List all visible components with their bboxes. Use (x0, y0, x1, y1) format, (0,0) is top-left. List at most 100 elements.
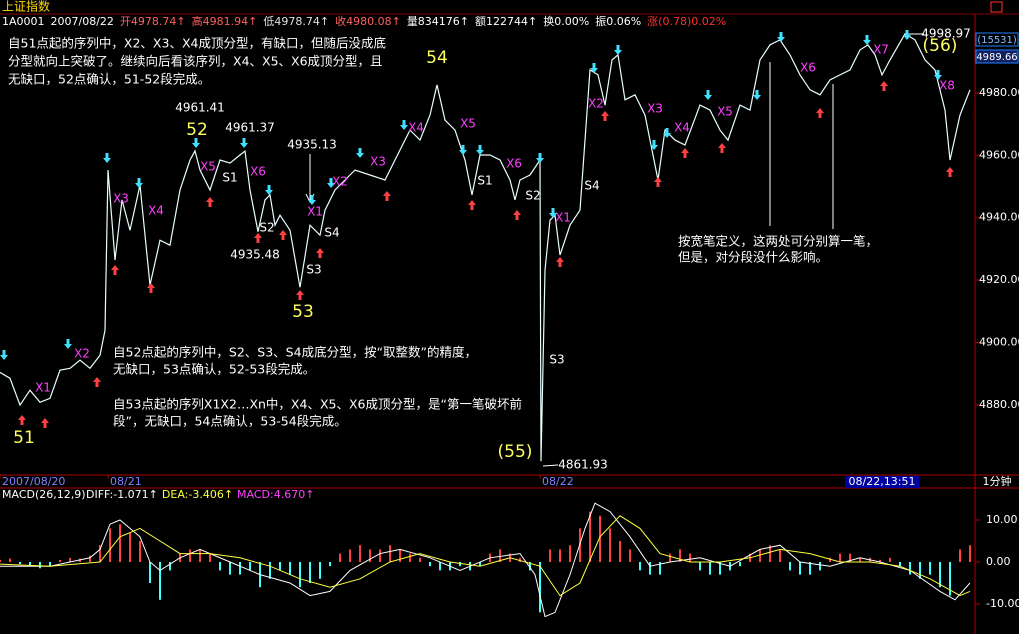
up-arrow (718, 143, 726, 153)
title: 上证指数 (2, 0, 50, 14)
up-arrow (513, 210, 521, 220)
y-tick-label: 4880.00 (979, 398, 1019, 411)
y-tick-label: 10.00 (986, 513, 1018, 526)
cursor-time: 08/22,13:51 (849, 475, 916, 488)
quote-field: 振0.06% (595, 14, 641, 28)
annotation: X4 (148, 204, 164, 218)
down-arrow (753, 90, 761, 100)
up-arrow (206, 197, 214, 207)
macd-readout: DIFF:-1.071↑ (86, 488, 158, 501)
down-arrow (777, 32, 785, 42)
macd-readout: MACD:4.670↑ (237, 488, 314, 501)
y-tick-label: 4900.00 (979, 335, 1019, 348)
annotation: 52 (186, 120, 208, 140)
y-tick-label: 4960.00 (979, 148, 1019, 161)
note-line: 但是，对分段没什么影响。 (678, 250, 828, 265)
annotation: X1 (555, 211, 571, 225)
up-arrow (93, 377, 101, 387)
up-arrow (383, 191, 391, 201)
down-arrow (863, 35, 871, 45)
macd-title: MACD(26,12,9) (2, 488, 86, 501)
down-arrow (549, 208, 557, 218)
up-arrow (880, 81, 888, 91)
down-arrow (64, 339, 72, 349)
annotation: S1 (477, 174, 492, 188)
x-tick-label: 08/22 (542, 475, 574, 488)
badge-text: (15531) (977, 35, 1017, 46)
annotation: X1 (307, 205, 323, 219)
annotation: S3 (549, 353, 564, 367)
annotation: (55) (498, 442, 533, 462)
y-tick-label: 0.00 (986, 555, 1011, 568)
down-arrow (476, 145, 484, 155)
down-arrow (400, 120, 408, 130)
macd-line (0, 502, 971, 618)
y-tick-label: 4920.00 (979, 273, 1019, 286)
annotation: X6 (800, 61, 816, 75)
annotation: 4935.13 (287, 138, 337, 152)
up-arrow (946, 167, 954, 177)
down-arrow (614, 45, 622, 55)
annotation: X4 (674, 121, 690, 135)
window-button[interactable] (990, 1, 1003, 13)
up-arrow (41, 418, 49, 428)
annotation: S4 (324, 226, 339, 240)
quote-field: 高4981.94↑ (192, 14, 258, 28)
annotation: 53 (292, 302, 314, 322)
down-arrow (327, 178, 335, 188)
x-tick-label: 2007/08/20 (2, 475, 65, 488)
down-arrow (103, 153, 111, 163)
down-arrow (356, 148, 364, 158)
annotation: S4 (584, 179, 599, 193)
down-arrow (590, 63, 598, 73)
annotation: S3 (306, 263, 321, 277)
quote-field: 收4980.08↑ (335, 14, 401, 28)
note-line: 自53点起的序列X1X2…Xn中，X4、X5、X6成顶分型，是“第一笔破坏前 (113, 397, 522, 412)
quote-field: 开4978.74↑ (120, 15, 186, 28)
note-line: 按宽笔定义，这两处可分别算一笔， (678, 234, 878, 249)
down-arrow (135, 178, 143, 188)
annotation: X7 (873, 43, 889, 57)
annotation: X3 (370, 155, 386, 169)
plot: 1A0001 2007/08/22 开4978.74↑ 高4981.94↑ 低4978.… (0, 14, 1019, 618)
annotation: X8 (939, 79, 955, 93)
annotation: X5 (460, 117, 476, 131)
price-line (0, 32, 971, 462)
annotation: X3 (647, 102, 663, 116)
period[interactable]: 1分钟 (983, 474, 1012, 488)
annotation: 4961.41 (175, 101, 225, 115)
up-arrow (111, 265, 119, 275)
annotation: 4961.37 (225, 121, 275, 135)
cursor-box (845, 476, 919, 488)
down-arrow (240, 138, 248, 148)
down-arrow (192, 138, 200, 148)
down-arrow (536, 153, 544, 163)
up-arrow (556, 257, 564, 267)
up-arrow (816, 108, 824, 118)
note-line: 段”，无缺口，54点确认，53-54段完成。 (113, 414, 347, 429)
y-tick-label: 4940.00 (979, 211, 1019, 224)
annotation: X2 (74, 347, 90, 361)
annotation: X5 (717, 105, 733, 119)
annotation: X4 (408, 121, 424, 135)
annotation: X3 (113, 192, 129, 206)
down-arrow (459, 145, 467, 155)
down-arrow (308, 195, 316, 205)
annotation: X5 (200, 160, 216, 174)
badge-text: 4989.66 (976, 52, 1017, 63)
annotation: 4861.93 (558, 458, 608, 472)
y-tick-label: 4980.00 (979, 86, 1019, 99)
x-tick-label: 08/21 (110, 475, 142, 488)
up-arrow (147, 283, 155, 293)
down-arrow (934, 70, 942, 80)
y-tick-label: -10.00 (986, 597, 1019, 610)
note-line: 无缺口，52点确认，51-52段完成。 (8, 72, 210, 87)
annotation: X6 (250, 165, 266, 179)
badge (975, 49, 1019, 64)
annotation: X2 (332, 175, 348, 189)
annotation: S1 (222, 171, 237, 185)
down-arrow (663, 128, 671, 138)
note-line: 自51点起的序列中，X2、X3、X4成顶分型，有缺口，但随后没成底 (8, 36, 386, 51)
up-arrow (601, 111, 609, 121)
